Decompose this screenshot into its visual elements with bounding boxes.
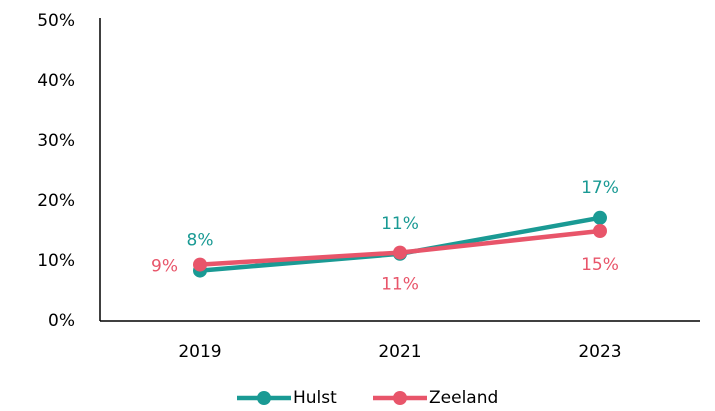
y-tick-label: 50% (37, 11, 75, 31)
data-label: 17% (581, 178, 619, 198)
x-tick-label: 2021 (378, 342, 421, 362)
point (593, 224, 607, 238)
y-tick-label: 10% (37, 251, 75, 271)
y-tick-label: 20% (37, 191, 75, 211)
legend-label: Hulst (293, 388, 337, 408)
legend-marker (257, 391, 271, 405)
data-label: 11% (381, 214, 419, 234)
point (393, 245, 407, 260)
data-label: 15% (581, 255, 619, 275)
data-label: 8% (187, 231, 214, 251)
point (193, 257, 207, 272)
x-tick-label: 2019 (178, 342, 221, 362)
x-tick-label: 2023 (578, 342, 621, 362)
y-tick-label: 40% (37, 71, 75, 91)
point (593, 210, 607, 225)
y-tick-label: 0% (48, 311, 75, 331)
legend-marker (393, 391, 407, 405)
y-tick-label: 30% (37, 131, 75, 151)
legend-label: Zeeland (429, 388, 498, 408)
data-label: 11% (381, 275, 419, 295)
data-label: 9% (151, 257, 178, 277)
